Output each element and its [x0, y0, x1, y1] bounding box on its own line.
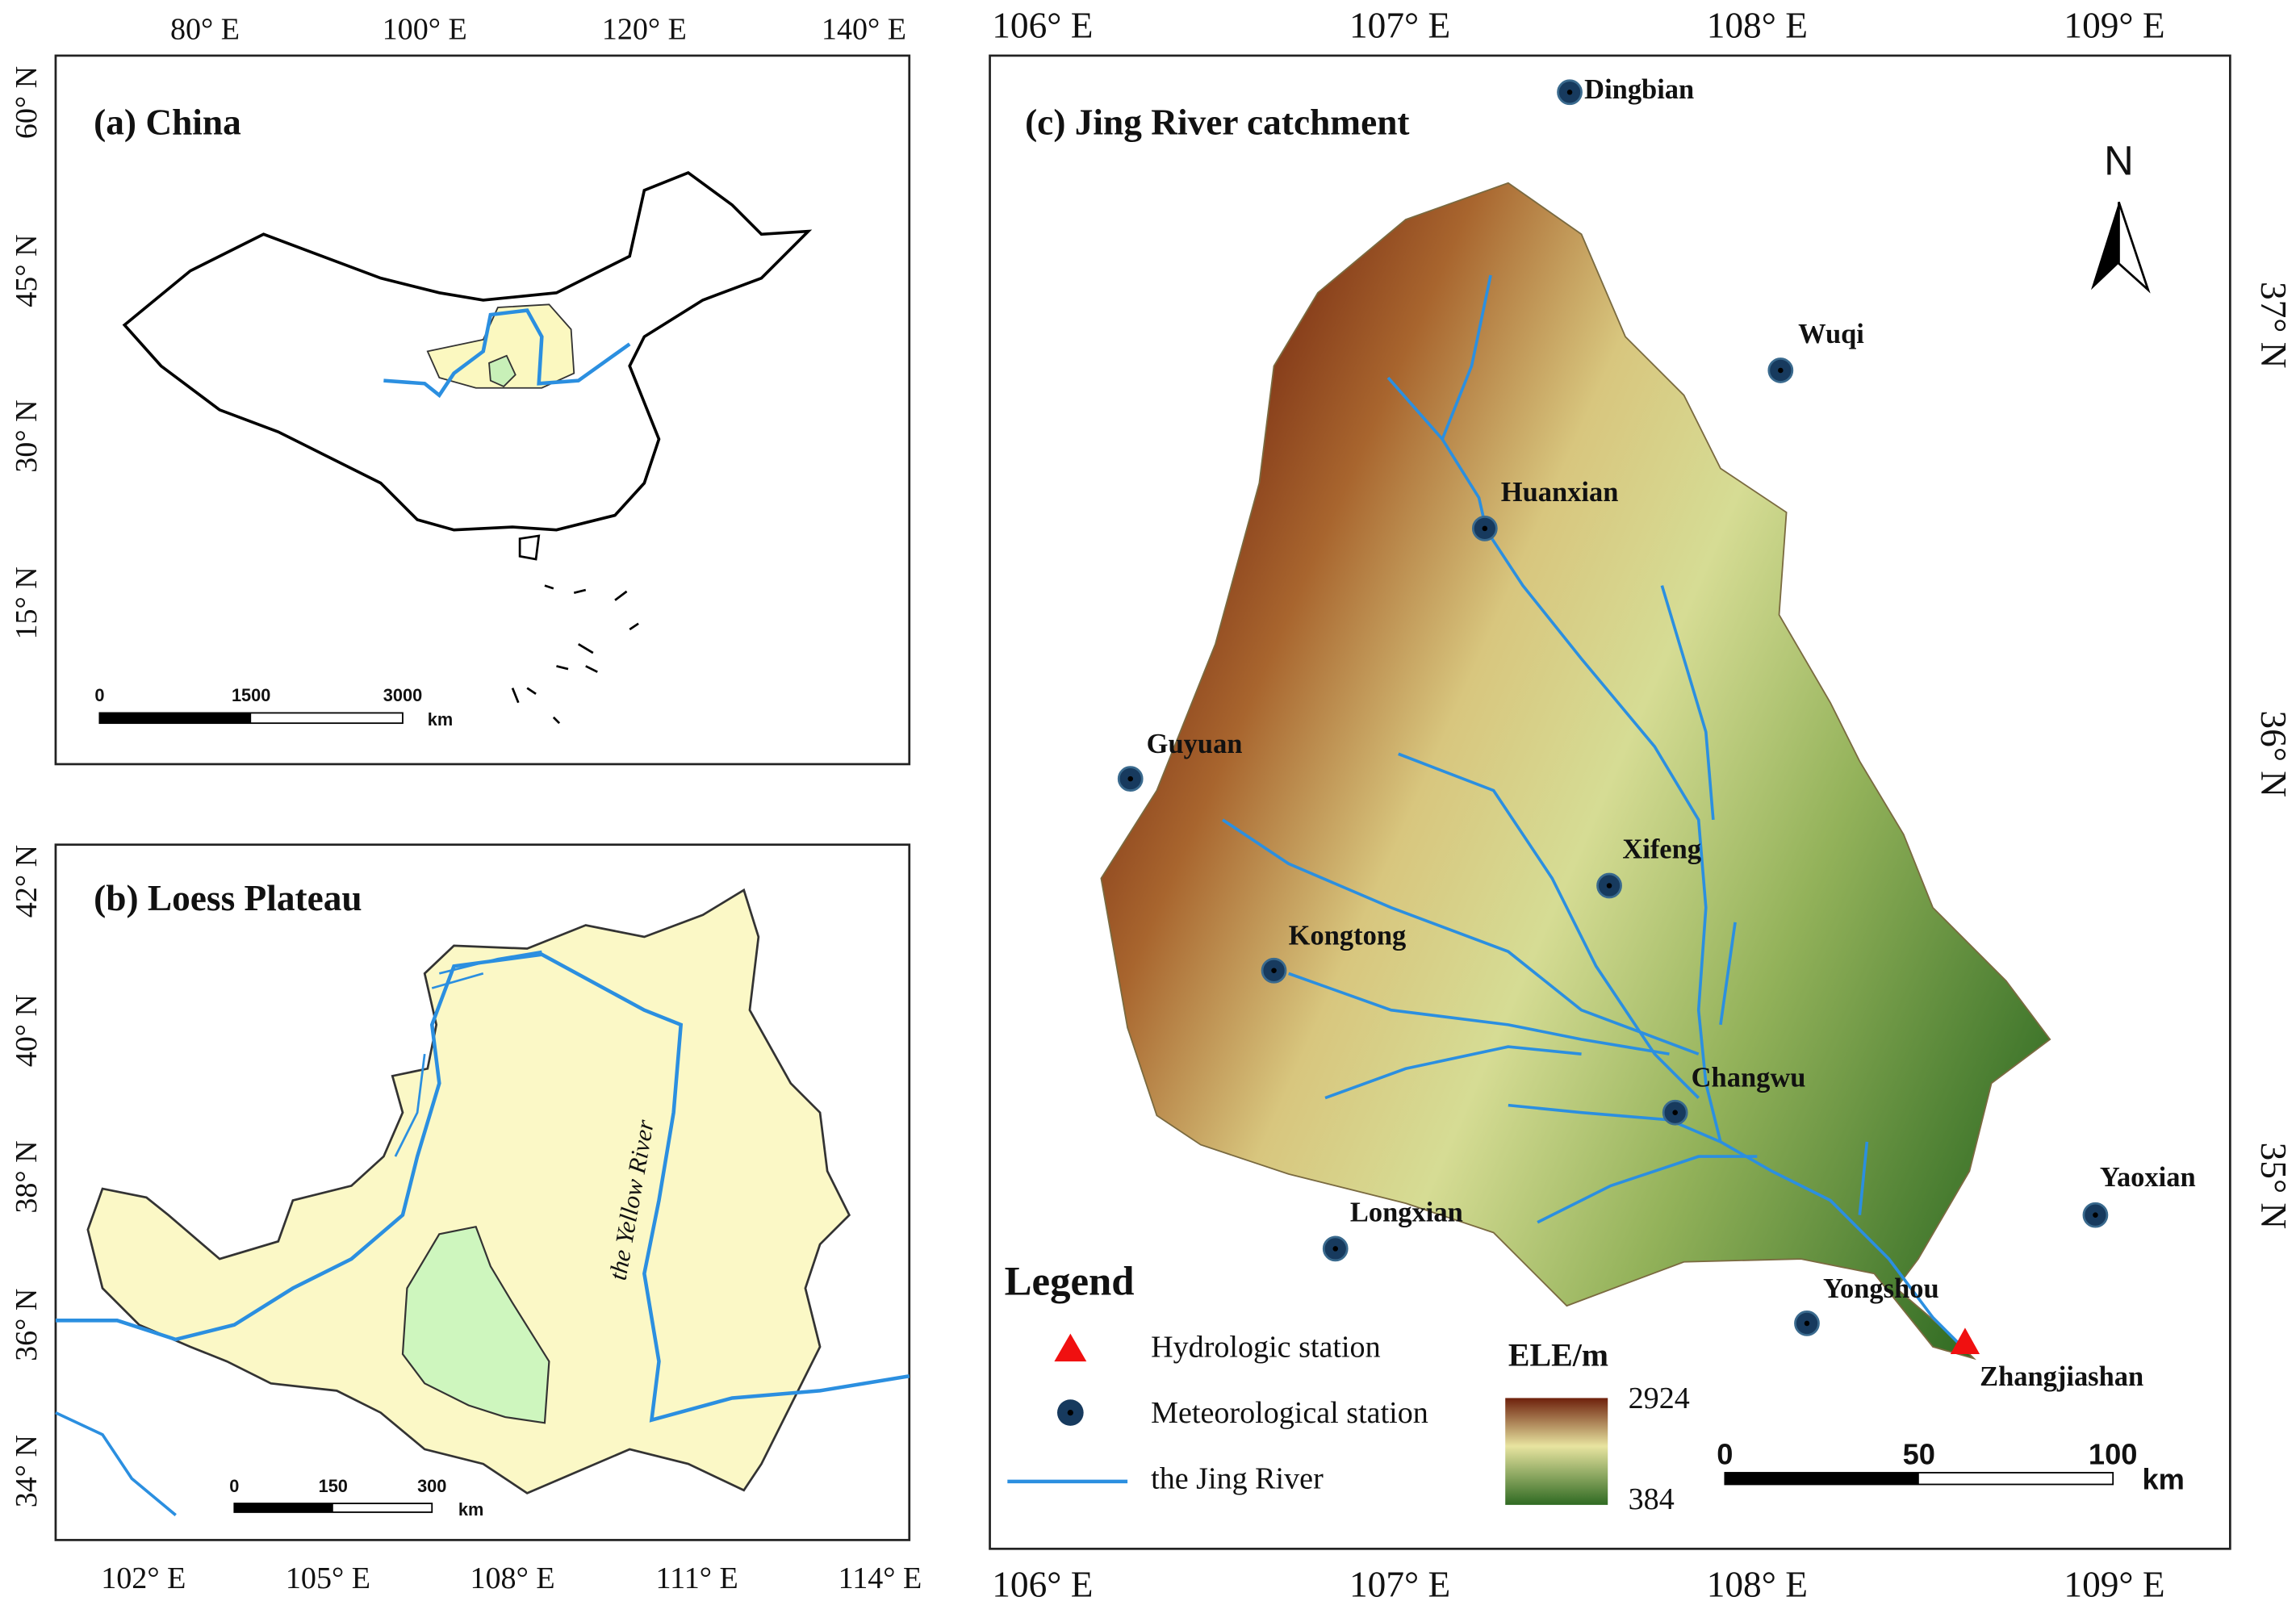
scale-label: 100 [2089, 1438, 2138, 1471]
panel-title: (a) China [94, 102, 241, 142]
tick-label: 140° E [822, 13, 906, 47]
station-label: Dingbian [1584, 74, 1694, 105]
scale-label: 1500 [232, 685, 270, 705]
scale-label: 300 [417, 1476, 446, 1496]
station-dot [2093, 1212, 2098, 1218]
tick-label: 105° E [286, 1561, 370, 1595]
station-label: Kongtong [1289, 921, 1407, 951]
yellow-river-b [55, 952, 910, 1423]
station-dot [1606, 883, 1612, 888]
tick-label: 80° E [170, 13, 240, 47]
tick-label: 38° N [10, 1140, 44, 1213]
tick-label: 45° N [10, 234, 44, 307]
tick-label: 111° E [655, 1561, 738, 1595]
river-b-3 [394, 950, 542, 1157]
colorbar-max: 2924 [1629, 1382, 1690, 1415]
station-dot [1271, 968, 1277, 973]
china-island [518, 534, 541, 561]
station-label: Zhangjiashan [1980, 1361, 2143, 1392]
scale-label: 0 [1717, 1438, 1733, 1471]
scale-unit: km [428, 709, 453, 729]
scale-label: 150 [319, 1476, 348, 1496]
north-arrow [2090, 202, 2119, 291]
tick-label: 35° N [2253, 1143, 2294, 1230]
tick-label: 109° E [2064, 6, 2164, 46]
station-dot [1332, 1246, 1339, 1252]
scale-unit: km [2142, 1462, 2184, 1495]
scale-label: 50 [1903, 1438, 1935, 1471]
tick-label: 106° E [992, 1565, 1093, 1605]
legend-label: the Jing River [1151, 1462, 1324, 1496]
jing-river [1222, 274, 1964, 1348]
river-b-2 [55, 1411, 177, 1516]
panel-title: (b) Loess Plateau [94, 878, 362, 918]
tick-label: 40° N [10, 994, 44, 1067]
tick-label: 107° E [1349, 6, 1450, 46]
scale-bar-fill [234, 1503, 333, 1512]
tick-label: 108° E [1707, 6, 1808, 46]
tick-label: 60° N [10, 66, 44, 139]
tick-label: 108° E [470, 1561, 554, 1595]
tick-label: 34° N [10, 1435, 44, 1507]
yellow-river-a [383, 308, 631, 399]
station-dot [1566, 90, 1573, 95]
colorbar-min: 384 [1629, 1482, 1675, 1516]
colorbar-title: ELE/m [1508, 1337, 1608, 1373]
legend-hydrologic [1054, 1333, 1087, 1362]
tick-label: 114° E [839, 1561, 922, 1595]
south-sea-islands [511, 584, 639, 725]
tick-label: 30° N [10, 399, 44, 472]
station-label: Longxian [1350, 1198, 1463, 1228]
loess-plateau [86, 888, 851, 1494]
colorbar [1505, 1398, 1608, 1505]
scale-label: 3000 [383, 685, 422, 705]
tick-label: 42° N [10, 845, 44, 918]
legend-title: Legend [1005, 1258, 1135, 1303]
tick-label: 37° N [2253, 282, 2294, 369]
north-arrow-outline [2118, 201, 2151, 294]
legend-label: Hydrologic station [1151, 1330, 1381, 1364]
tick-label: 109° E [2064, 1565, 2164, 1605]
tick-label: 100° E [383, 13, 467, 47]
tick-label: 15° N [10, 566, 44, 639]
station-label: Huanxian [1501, 477, 1619, 508]
scale-label: 0 [229, 1476, 239, 1496]
tick-label: 107° E [1349, 1565, 1450, 1605]
jing-in-china [488, 354, 516, 387]
station-dot [1127, 775, 1133, 782]
station-dot [1804, 1320, 1810, 1327]
station-dot [1778, 367, 1784, 374]
hydrologic-station [1950, 1327, 1980, 1355]
jing-catchment-b [401, 1225, 550, 1424]
north-label: N [2104, 138, 2134, 184]
station-label: Xifeng [1622, 834, 1701, 865]
station-label: Yaoxian [2100, 1162, 2196, 1193]
station-label: Wuqi [1798, 319, 1864, 349]
tick-label: 106° E [992, 6, 1093, 46]
scale-unit: km [458, 1499, 483, 1520]
tick-label: 108° E [1707, 1565, 1808, 1605]
tick-label: 36° N [2253, 710, 2294, 797]
tick-label: 102° E [101, 1561, 186, 1595]
jing-catchment [1100, 182, 2051, 1361]
tick-label: 120° E [602, 13, 687, 47]
tick-label: 36° N [10, 1289, 44, 1361]
station-label: Guyuan [1147, 729, 1243, 759]
station-label: Changwu [1692, 1063, 1806, 1093]
legend-label: Meteorological station [1151, 1396, 1428, 1430]
panel-title: (c) Jing River catchment [1025, 102, 1409, 142]
scale-bar-fill [1725, 1472, 1919, 1485]
scale-label: 0 [94, 685, 104, 705]
legend-dot [1067, 1409, 1073, 1416]
station-dot [1482, 525, 1488, 532]
scale-bar-fill [99, 713, 252, 724]
station-dot [1672, 1110, 1678, 1115]
station-label: Yongshou [1823, 1273, 1939, 1304]
